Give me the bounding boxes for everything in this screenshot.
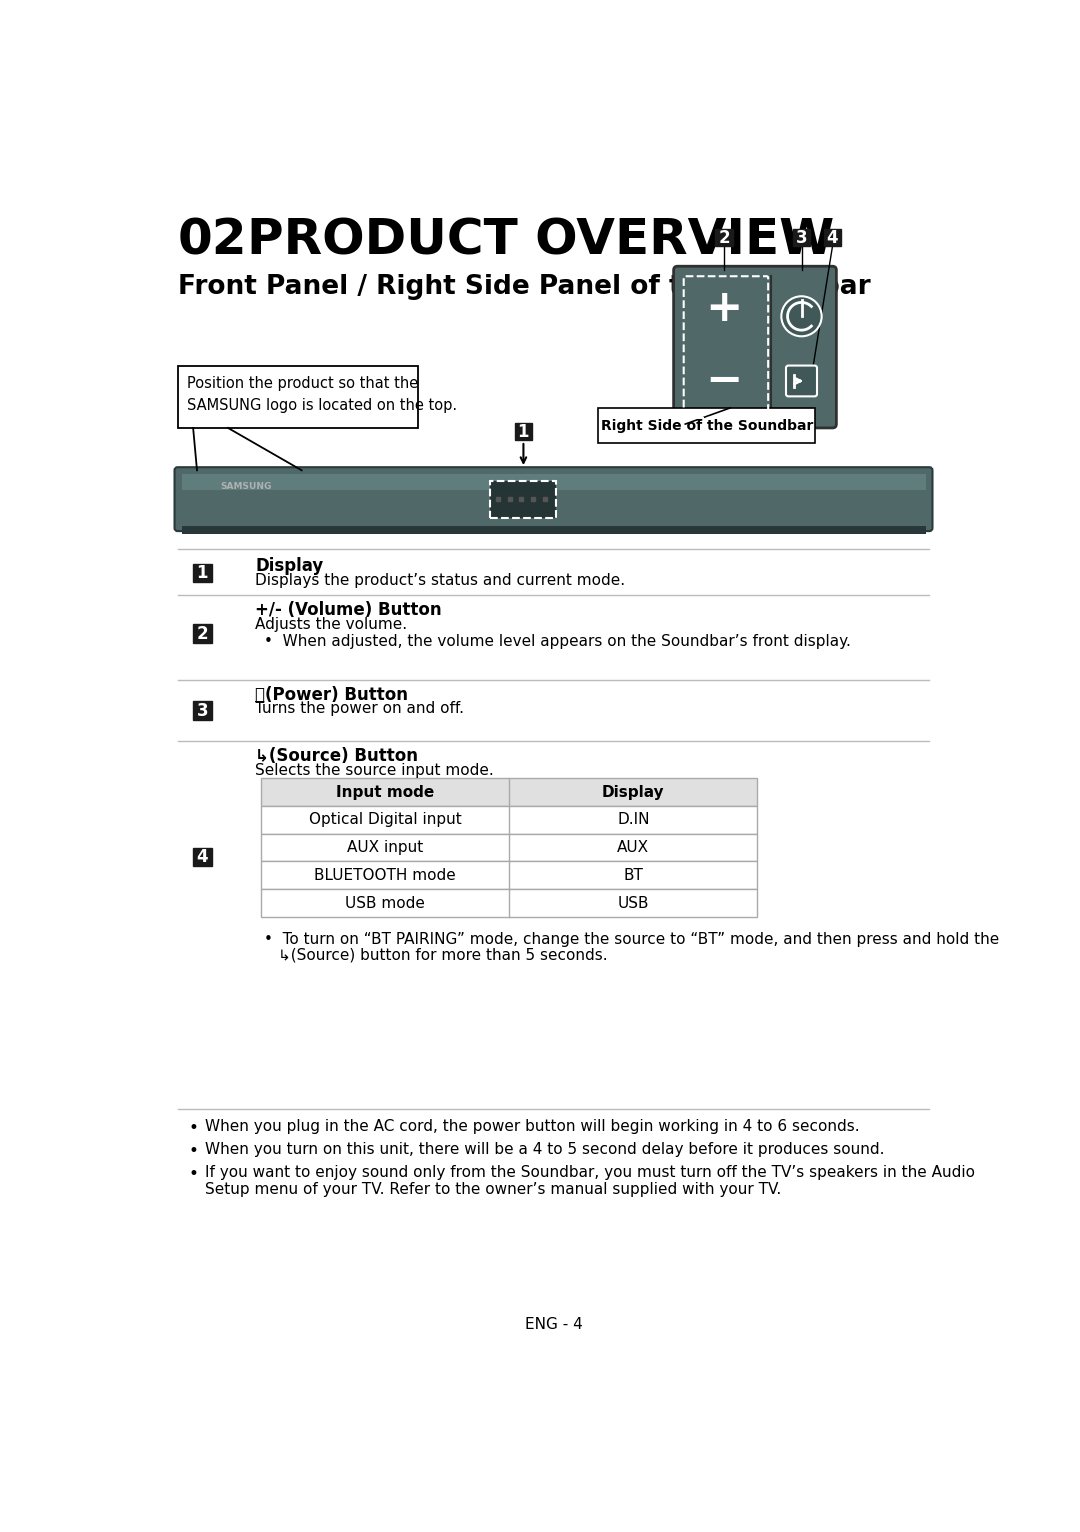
Text: ⏻(Power) Button: ⏻(Power) Button [255, 686, 408, 703]
Bar [181, 475, 926, 490]
Text: •: • [189, 1164, 199, 1183]
Text: 2: 2 [197, 625, 208, 642]
Bar [261, 889, 757, 916]
Text: ENG - 4: ENG - 4 [525, 1318, 582, 1333]
Bar [261, 833, 757, 861]
Text: 1: 1 [197, 564, 208, 582]
Text: When you turn on this unit, there will be a 4 to 5 second delay before it produc: When you turn on this unit, there will b… [205, 1141, 885, 1157]
Text: 1: 1 [517, 423, 529, 441]
Text: +/- (Volume) Button: +/- (Volume) Button [255, 601, 442, 619]
Text: Optical Digital input: Optical Digital input [309, 812, 462, 827]
FancyBboxPatch shape [175, 467, 932, 504]
FancyBboxPatch shape [193, 702, 212, 720]
FancyBboxPatch shape [715, 230, 732, 247]
Text: Setup menu of your TV. Refer to the owner’s manual supplied with your TV.: Setup menu of your TV. Refer to the owne… [205, 1181, 781, 1196]
Text: Selects the source input mode.: Selects the source input mode. [255, 763, 494, 778]
Text: Position the product so that the
SAMSUNG logo is located on the top.: Position the product so that the SAMSUNG… [187, 375, 457, 412]
Text: •  To turn on “BT PAIRING” mode, change the source to “BT” mode, and then press : • To turn on “BT PAIRING” mode, change t… [265, 933, 1000, 947]
Text: AUX: AUX [618, 840, 649, 855]
FancyBboxPatch shape [598, 408, 815, 443]
Text: 3: 3 [796, 228, 808, 247]
FancyBboxPatch shape [193, 847, 212, 866]
Bar [261, 806, 757, 833]
Text: D.IN: D.IN [617, 812, 649, 827]
Text: SAMSUNG: SAMSUNG [220, 483, 272, 490]
Text: Displays the product’s status and current mode.: Displays the product’s status and curren… [255, 573, 625, 588]
Bar [490, 481, 556, 518]
Text: 3: 3 [197, 702, 208, 720]
Text: Right Side of the Soundbar: Right Side of the Soundbar [600, 418, 813, 432]
Text: Turns the power on and off.: Turns the power on and off. [255, 702, 464, 717]
FancyBboxPatch shape [793, 230, 810, 247]
Text: 02: 02 [177, 216, 247, 264]
Text: Front Panel / Right Side Panel of the Soundbar: Front Panel / Right Side Panel of the So… [177, 274, 870, 300]
Text: BT: BT [623, 867, 644, 882]
Bar [181, 527, 926, 535]
Text: +: + [705, 286, 743, 329]
FancyBboxPatch shape [193, 624, 212, 643]
Text: If you want to enjoy sound only from the Soundbar, you must turn off the TV’s sp: If you want to enjoy sound only from the… [205, 1164, 975, 1180]
FancyBboxPatch shape [824, 230, 841, 247]
Bar [261, 778, 757, 806]
Text: Input mode: Input mode [336, 784, 434, 800]
Text: Adjusts the volume.: Adjusts the volume. [255, 616, 407, 631]
FancyBboxPatch shape [177, 366, 418, 427]
Text: 4: 4 [197, 847, 208, 866]
Circle shape [781, 296, 822, 337]
Text: 4: 4 [826, 228, 838, 247]
FancyBboxPatch shape [786, 366, 816, 397]
Bar [261, 861, 757, 889]
Text: PRODUCT OVERVIEW: PRODUCT OVERVIEW [247, 216, 835, 264]
Text: Display: Display [255, 558, 323, 576]
Text: USB: USB [618, 896, 649, 910]
Text: USB mode: USB mode [346, 896, 426, 910]
Text: •: • [189, 1118, 199, 1137]
FancyBboxPatch shape [193, 564, 212, 582]
FancyBboxPatch shape [515, 423, 532, 440]
Text: BLUETOOTH mode: BLUETOOTH mode [314, 867, 456, 882]
Bar [490, 481, 556, 518]
FancyBboxPatch shape [674, 267, 836, 427]
Text: ↳(Source) Button: ↳(Source) Button [255, 748, 418, 766]
Text: When you plug in the AC cord, the power button will begin working in 4 to 6 seco: When you plug in the AC cord, the power … [205, 1118, 860, 1134]
Text: Display: Display [602, 784, 664, 800]
Text: •: • [189, 1141, 199, 1160]
Text: AUX input: AUX input [347, 840, 423, 855]
FancyBboxPatch shape [175, 467, 932, 532]
Text: 2: 2 [718, 228, 730, 247]
Text: •  When adjusted, the volume level appears on the Soundbar’s front display.: • When adjusted, the volume level appear… [265, 634, 851, 648]
Text: −: − [705, 360, 743, 403]
Text: ↳(Source) button for more than 5 seconds.: ↳(Source) button for more than 5 seconds… [279, 948, 608, 962]
